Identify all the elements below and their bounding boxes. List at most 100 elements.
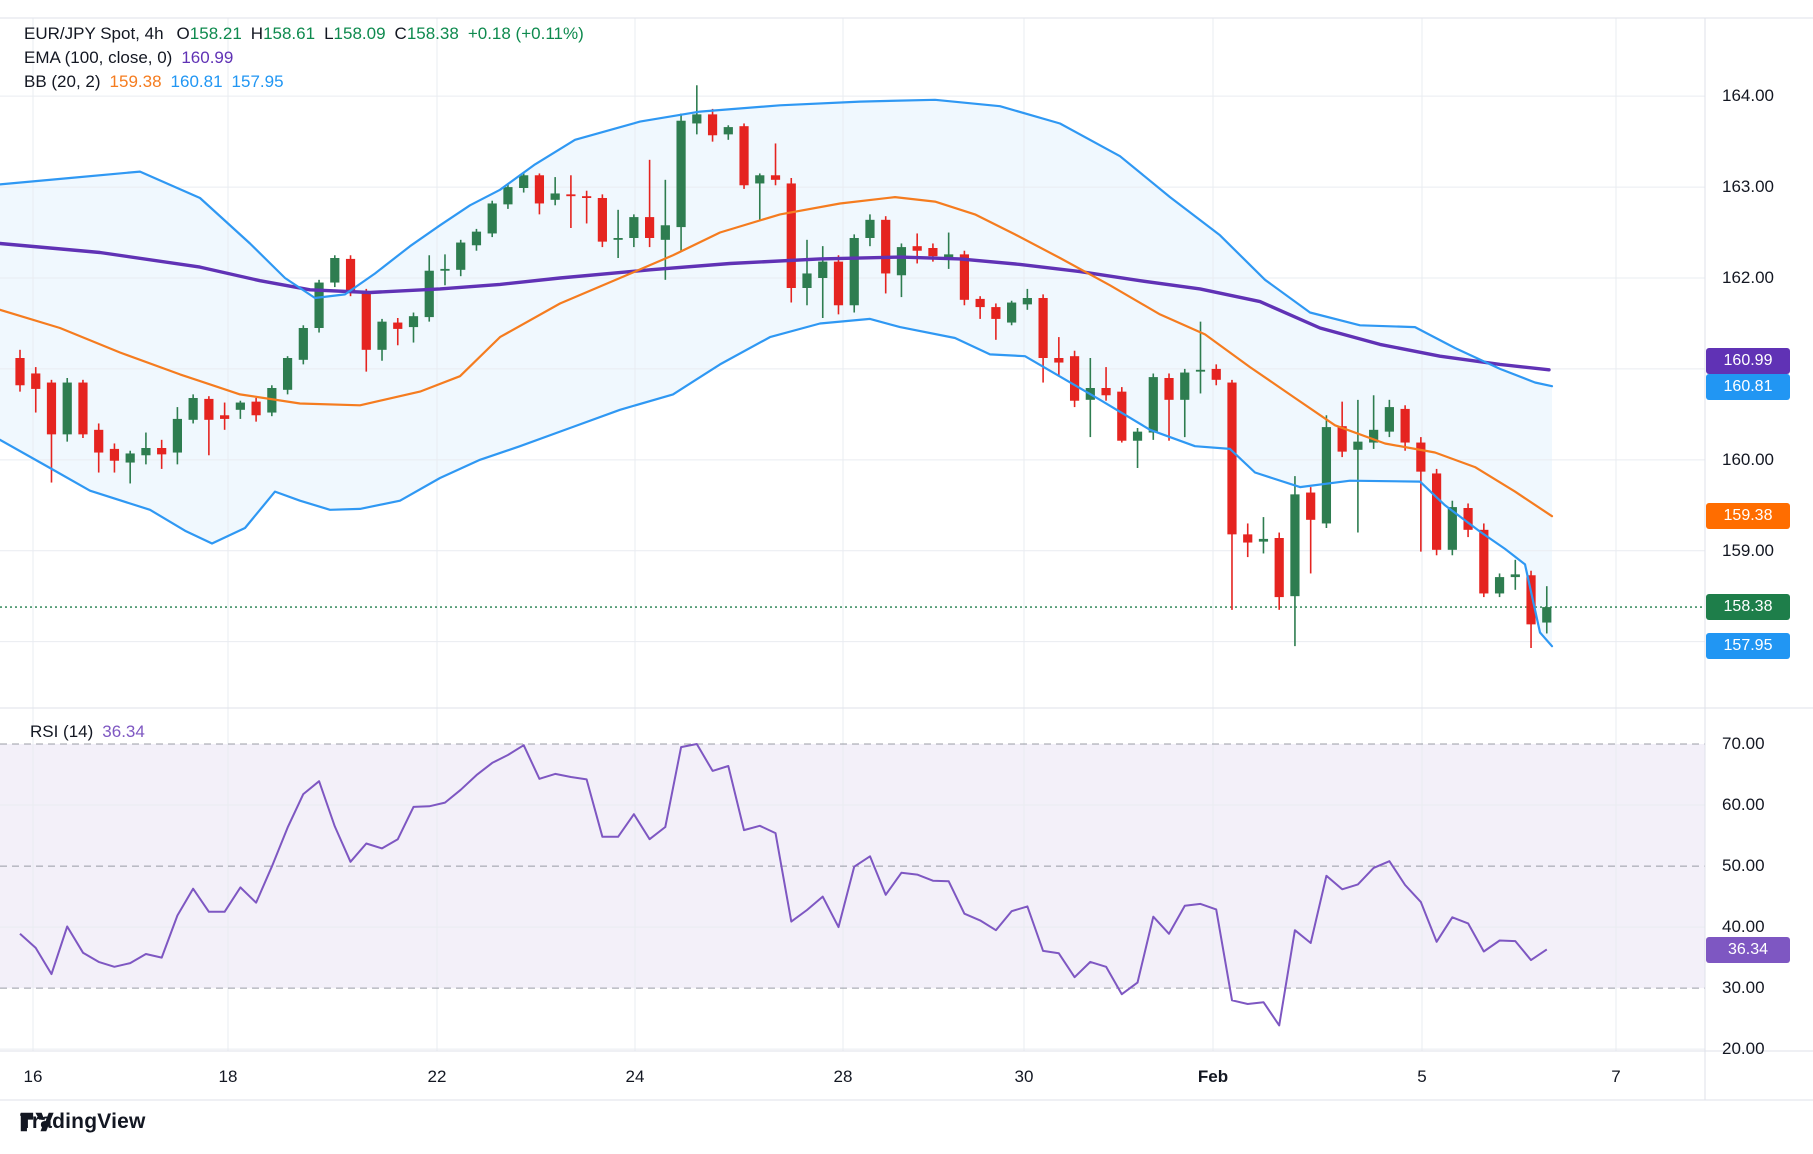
candle-body (15, 358, 25, 386)
time-tick-label: 18 (218, 1067, 238, 1086)
candle-body (31, 373, 41, 389)
price-label-badge: 160.81 (1706, 374, 1790, 400)
bb-label: BB (20, 2) (24, 72, 101, 91)
candle-body (188, 398, 198, 420)
time-axis[interactable]: 16 18 22 24 28 30 Feb 5 7 (0, 1051, 1705, 1100)
time-tick-label: 30 (1014, 1067, 1034, 1086)
candle-body (975, 298, 985, 308)
price-axis[interactable]: 164.00 163.00 162.00 160.00 159.00 70.00 60.00… (1705, 18, 1813, 1100)
candle-body (345, 258, 356, 293)
bb-legend-row: BB (20, 2) 159.38 160.81 157.95 (24, 70, 584, 94)
candle-body (471, 231, 482, 246)
candle-body (1510, 574, 1520, 578)
symbol-title: EUR/JPY Spot, 4h (24, 24, 164, 43)
change-value: +0.18 (+0.11%) (467, 24, 584, 43)
candle-body (1542, 607, 1552, 623)
bb-band-line (0, 317, 1554, 648)
price-tick-label: 162.00 (1722, 268, 1774, 287)
candle-body (707, 114, 718, 136)
candle-body (251, 401, 261, 416)
candle-body (1321, 427, 1332, 524)
bb-fill (0, 99, 1552, 647)
rsi-tick-label: 70.00 (1722, 734, 1765, 753)
candle-body (1132, 431, 1143, 441)
candle-body (282, 358, 293, 390)
time-tick-label: Feb (1197, 1067, 1229, 1086)
candle-body (991, 307, 1001, 319)
candle-body (849, 238, 859, 306)
rsi-line (19, 743, 1548, 1027)
candle-body (393, 322, 403, 329)
rsi-tick-label: 50.00 (1722, 856, 1765, 876)
candle-body (865, 219, 875, 238)
candle-body (1054, 358, 1064, 363)
rsi-legend: RSI (14) 36.34 (30, 722, 145, 742)
candle-body (1101, 388, 1111, 396)
candle-body (723, 127, 733, 135)
candle-body (928, 248, 938, 257)
candle-body (1400, 408, 1410, 443)
high-value: 158.61 (263, 24, 316, 43)
candle-body (881, 219, 891, 274)
tradingview-logo-icon (20, 1112, 54, 1132)
candle-body (377, 321, 387, 350)
candle-body (1463, 508, 1473, 530)
candle-body (896, 247, 907, 276)
time-tick-label: 22 (427, 1067, 447, 1086)
low-label: L (324, 24, 334, 43)
candle-body (755, 175, 765, 184)
symbol-legend-row: EUR/JPY Spot, 4h O158.21 H158.61 L158.09 C15… (24, 22, 584, 46)
price-tick-label: 160.00 (1722, 449, 1774, 469)
candle-body (1494, 577, 1505, 594)
price-tick-label: 164.00 (1722, 86, 1774, 106)
candle-body (818, 261, 828, 278)
candle-body (660, 225, 670, 240)
candle-body (676, 120, 686, 228)
candle-body (534, 175, 545, 204)
candle-body (1038, 298, 1048, 358)
price-label-badge: 160.99 (1706, 348, 1790, 374)
candle-body (786, 183, 796, 288)
rsi-tick-label: 60.00 (1722, 795, 1765, 815)
candle-body (912, 246, 922, 251)
ema-label: EMA (100, close, 0) (24, 48, 173, 67)
candle-body (645, 217, 655, 238)
candle-body (440, 268, 450, 271)
candle-body (1526, 575, 1536, 625)
candle-body (1195, 369, 1206, 372)
rsi-value: 36.34 (102, 722, 145, 741)
candle-body (1290, 494, 1300, 597)
candle-body (1069, 356, 1080, 401)
candle-body (1306, 492, 1316, 520)
candle-body (1211, 368, 1221, 380)
candle-body (770, 175, 781, 180)
rsi-label-badge: 36.34 (1706, 937, 1790, 963)
candle-body (959, 254, 969, 300)
open-label: O (176, 24, 190, 43)
candle-body (1022, 298, 1032, 305)
rsi-tick-label: 20.00 (1722, 1039, 1765, 1059)
high-label: H (250, 24, 264, 43)
candle-body (172, 418, 182, 453)
bb-lower-value: 157.95 (231, 72, 284, 91)
candle-body (220, 415, 230, 419)
candle-body (157, 448, 167, 455)
time-tick-label: 28 (833, 1067, 853, 1086)
candle-body (1274, 538, 1284, 598)
close-label: C (394, 24, 407, 43)
candle-body (1447, 507, 1457, 550)
candle-body (597, 198, 607, 242)
bb-basis-line (0, 196, 1554, 518)
candle-body (1384, 407, 1394, 432)
candle-body (519, 175, 529, 188)
price-label-badge: 158.38 (1706, 594, 1790, 620)
candle-body (456, 242, 466, 270)
price-label-badge: 159.38 (1706, 503, 1790, 529)
tradingview-logo[interactable]: TradingView (20, 1110, 146, 1134)
candle-body (330, 258, 340, 283)
candle-body (1479, 529, 1489, 594)
time-tick-label: 24 (625, 1067, 645, 1086)
candle-body (408, 316, 419, 328)
